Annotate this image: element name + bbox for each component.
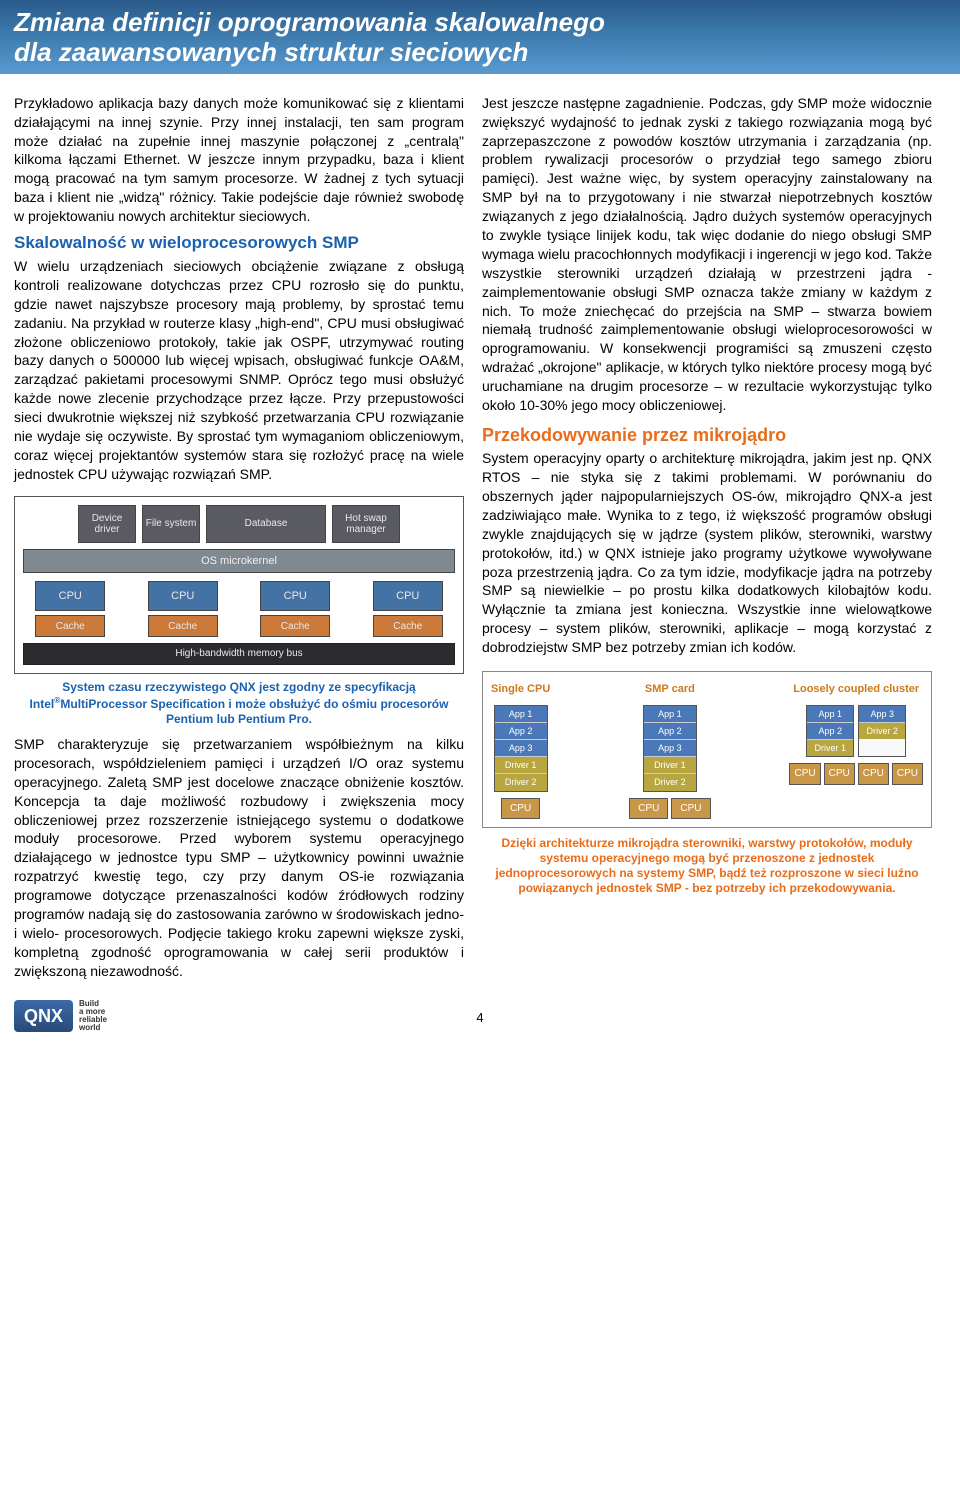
cache-box: Cache: [373, 615, 443, 637]
stack-row-cluster: App 1 App 2 Driver 1 App 3 Driver 2: [806, 705, 906, 757]
cluster-loosely-coupled: Loosely coupled cluster App 1 App 2 Driv…: [789, 682, 923, 819]
driver-label: Driver 2: [859, 723, 905, 739]
cpu-label: CPU: [789, 763, 820, 785]
cpu-label: CPU: [501, 798, 540, 820]
cpu-label: CPU: [892, 763, 923, 785]
title-line-2: dla zaawansowanych struktur sieciowych: [14, 37, 528, 67]
title-line-1: Zmiana definicji oprogramowania skalowal…: [14, 7, 605, 37]
cluster-title-smp: SMP card: [645, 682, 695, 697]
cpu-label: CPU: [629, 798, 668, 820]
cpu-label: CPU: [824, 763, 855, 785]
app-label: App 3: [644, 740, 696, 757]
memory-bus-bar: High-bandwidth memory bus: [23, 643, 455, 665]
page-footer: QNX Builda morereliableworld 4: [0, 995, 960, 1041]
page-content: Przykładowo aplikacja bazy danych może k…: [0, 76, 960, 995]
page-number: 4: [14, 1009, 946, 1027]
cpu-row: CPU CPU: [629, 798, 710, 820]
cpu-col-4: CPU Cache: [373, 581, 443, 637]
figure2-caption: Dzięki architekturze mikrojądra sterowni…: [482, 836, 932, 896]
cluster-single-cpu: Single CPU App 1 App 2 App 3 Driver 1 Dr…: [491, 682, 550, 819]
cpu-label: CPU: [858, 763, 889, 785]
left-column: Przykładowo aplikacja bazy danych może k…: [14, 94, 464, 985]
driver-label: Driver 1: [807, 740, 853, 756]
figure1-top-row: Device driver File system Database Hot s…: [23, 505, 455, 543]
driver-label: Driver 2: [495, 774, 547, 790]
stack-cluster-b: App 3 Driver 2: [858, 705, 906, 757]
two-column-layout: Przykładowo aplikacja bazy danych może k…: [14, 94, 932, 985]
page-title: Zmiana definicji oprogramowania skalowal…: [14, 8, 946, 68]
driver-label: Driver 1: [644, 757, 696, 774]
box-device-driver: Device driver: [78, 505, 136, 543]
app-label: App 2: [807, 723, 853, 740]
app-label: App 3: [495, 740, 547, 757]
heading-smp-scalability: Skalowalność w wieloprocesorowych SMP: [14, 232, 464, 255]
cluster-title-single: Single CPU: [491, 682, 550, 697]
cluster-title-loose: Loosely coupled cluster: [793, 682, 919, 697]
cpu-col-1: CPU Cache: [35, 581, 105, 637]
stack-smp: App 1 App 2 App 3 Driver 1 Driver 2: [643, 705, 697, 792]
app-label: App 1: [807, 706, 853, 723]
figure-microkernel-cluster: Single CPU App 1 App 2 App 3 Driver 1 Dr…: [482, 671, 932, 896]
figure1-caption: System czasu rzeczywistego QNX jest zgod…: [14, 680, 464, 727]
cpu-col-3: CPU Cache: [260, 581, 330, 637]
page-header: Zmiana definicji oprogramowania skalowal…: [0, 0, 960, 76]
box-hot-swap: Hot swap manager: [332, 505, 400, 543]
cpu-box: CPU: [373, 581, 443, 611]
cache-box: Cache: [35, 615, 105, 637]
cpu-box: CPU: [148, 581, 218, 611]
cpu-box: CPU: [35, 581, 105, 611]
stack-cluster-a: App 1 App 2 Driver 1: [806, 705, 854, 757]
cpu-pair: CPU CPU: [858, 763, 923, 785]
cpu-row: CPU Cache CPU Cache CPU Cache CPU: [23, 581, 455, 637]
box-file-system: File system: [142, 505, 200, 543]
app-label: App 1: [495, 706, 547, 723]
microkernel-paragraph: System operacyjny oparty o architekturę …: [482, 449, 932, 657]
figure-smp-architecture: Device driver File system Database Hot s…: [14, 496, 464, 727]
app-label: App 1: [644, 706, 696, 723]
cpu-row-cluster: CPU CPU CPU CPU: [789, 763, 923, 785]
cache-box: Cache: [260, 615, 330, 637]
smp-issues-paragraph: Jest jeszcze następne zagadnienie. Podcz…: [482, 94, 932, 415]
os-microkernel-bar: OS microkernel: [23, 549, 455, 574]
figure2-box: Single CPU App 1 App 2 App 3 Driver 1 Dr…: [482, 671, 932, 828]
cpu-box: CPU: [260, 581, 330, 611]
figure1-box: Device driver File system Database Hot s…: [14, 496, 464, 674]
heading-microkernel-recoding: Przekodowywanie przez mikrojądro: [482, 423, 932, 447]
cache-box: Cache: [148, 615, 218, 637]
stack-single: App 1 App 2 App 3 Driver 1 Driver 2: [494, 705, 548, 792]
box-database: Database: [206, 505, 326, 543]
app-label: App 2: [495, 723, 547, 740]
right-column: Jest jeszcze następne zagadnienie. Podcz…: [482, 94, 932, 985]
cpu-label: CPU: [671, 798, 710, 820]
app-label: App 3: [859, 706, 905, 723]
app-label: App 2: [644, 723, 696, 740]
cpu-col-2: CPU Cache: [148, 581, 218, 637]
driver-label: Driver 2: [644, 774, 696, 790]
driver-label: Driver 1: [495, 757, 547, 774]
cluster-smp-card: SMP card App 1 App 2 App 3 Driver 1 Driv…: [629, 682, 710, 819]
smp-paragraph: W wielu urządzeniach sieciowych obciążen…: [14, 257, 464, 484]
smp-characteristics-paragraph: SMP charakteryzuje się przetwarzaniem ws…: [14, 735, 464, 981]
cpu-pair: CPU CPU: [789, 763, 854, 785]
intro-paragraph: Przykładowo aplikacja bazy danych może k…: [14, 94, 464, 226]
